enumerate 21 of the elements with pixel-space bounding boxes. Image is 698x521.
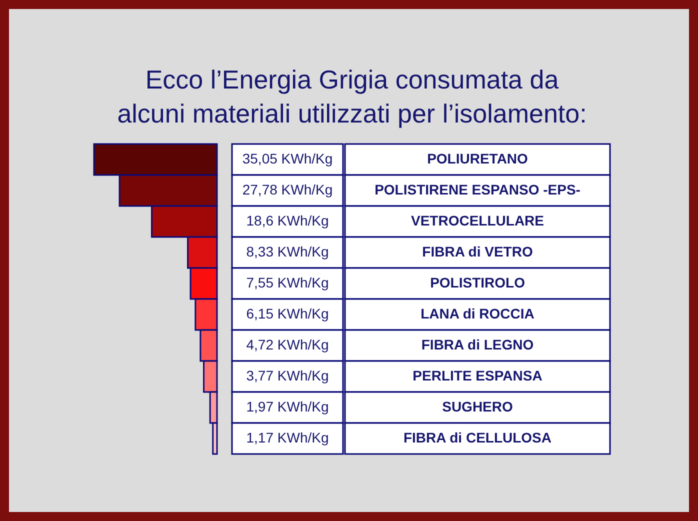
data-label: 1,97 KWh/Kg (246, 398, 329, 414)
y-tick-label: POLISTIRENE ESPANSO -EPS- (374, 182, 581, 198)
data-label: 1,17 KWh/Kg (246, 430, 329, 446)
y-tick-label: LANA di ROCCIA (420, 306, 534, 322)
y-tick-label: PERLITE ESPANSA (412, 368, 542, 384)
data-label: 35,05 KWh/Kg (242, 150, 333, 166)
data-label: 27,78 KWh/Kg (242, 182, 333, 198)
data-label: 3,77 KWh/Kg (246, 368, 329, 384)
y-tick-label: SUGHERO (442, 398, 513, 414)
data-label: 7,55 KWh/Kg (246, 274, 329, 290)
y-tick-label: POLISTIROLO (430, 274, 526, 290)
y-tick-label: FIBRA di LEGNO (421, 336, 534, 352)
data-label: 4,72 KWh/Kg (246, 336, 329, 352)
y-tick-label: POLIURETANO (427, 150, 528, 166)
text: Ecco l’Energia Grigia consumata da alcuni materiali utilizzati per l’isolamento: (117, 64, 587, 128)
data-label: 6,15 KWh/Kg (246, 306, 329, 322)
data-label: 18,6 KWh/Kg (246, 212, 329, 228)
y-tick-label: FIBRA di CELLULOSA (403, 430, 552, 446)
y-tick-label: FIBRA di VETRO (422, 244, 533, 260)
data-label: 8,33 KWh/Kg (246, 244, 329, 260)
y-tick-label: VETROCELLULARE (411, 212, 544, 228)
